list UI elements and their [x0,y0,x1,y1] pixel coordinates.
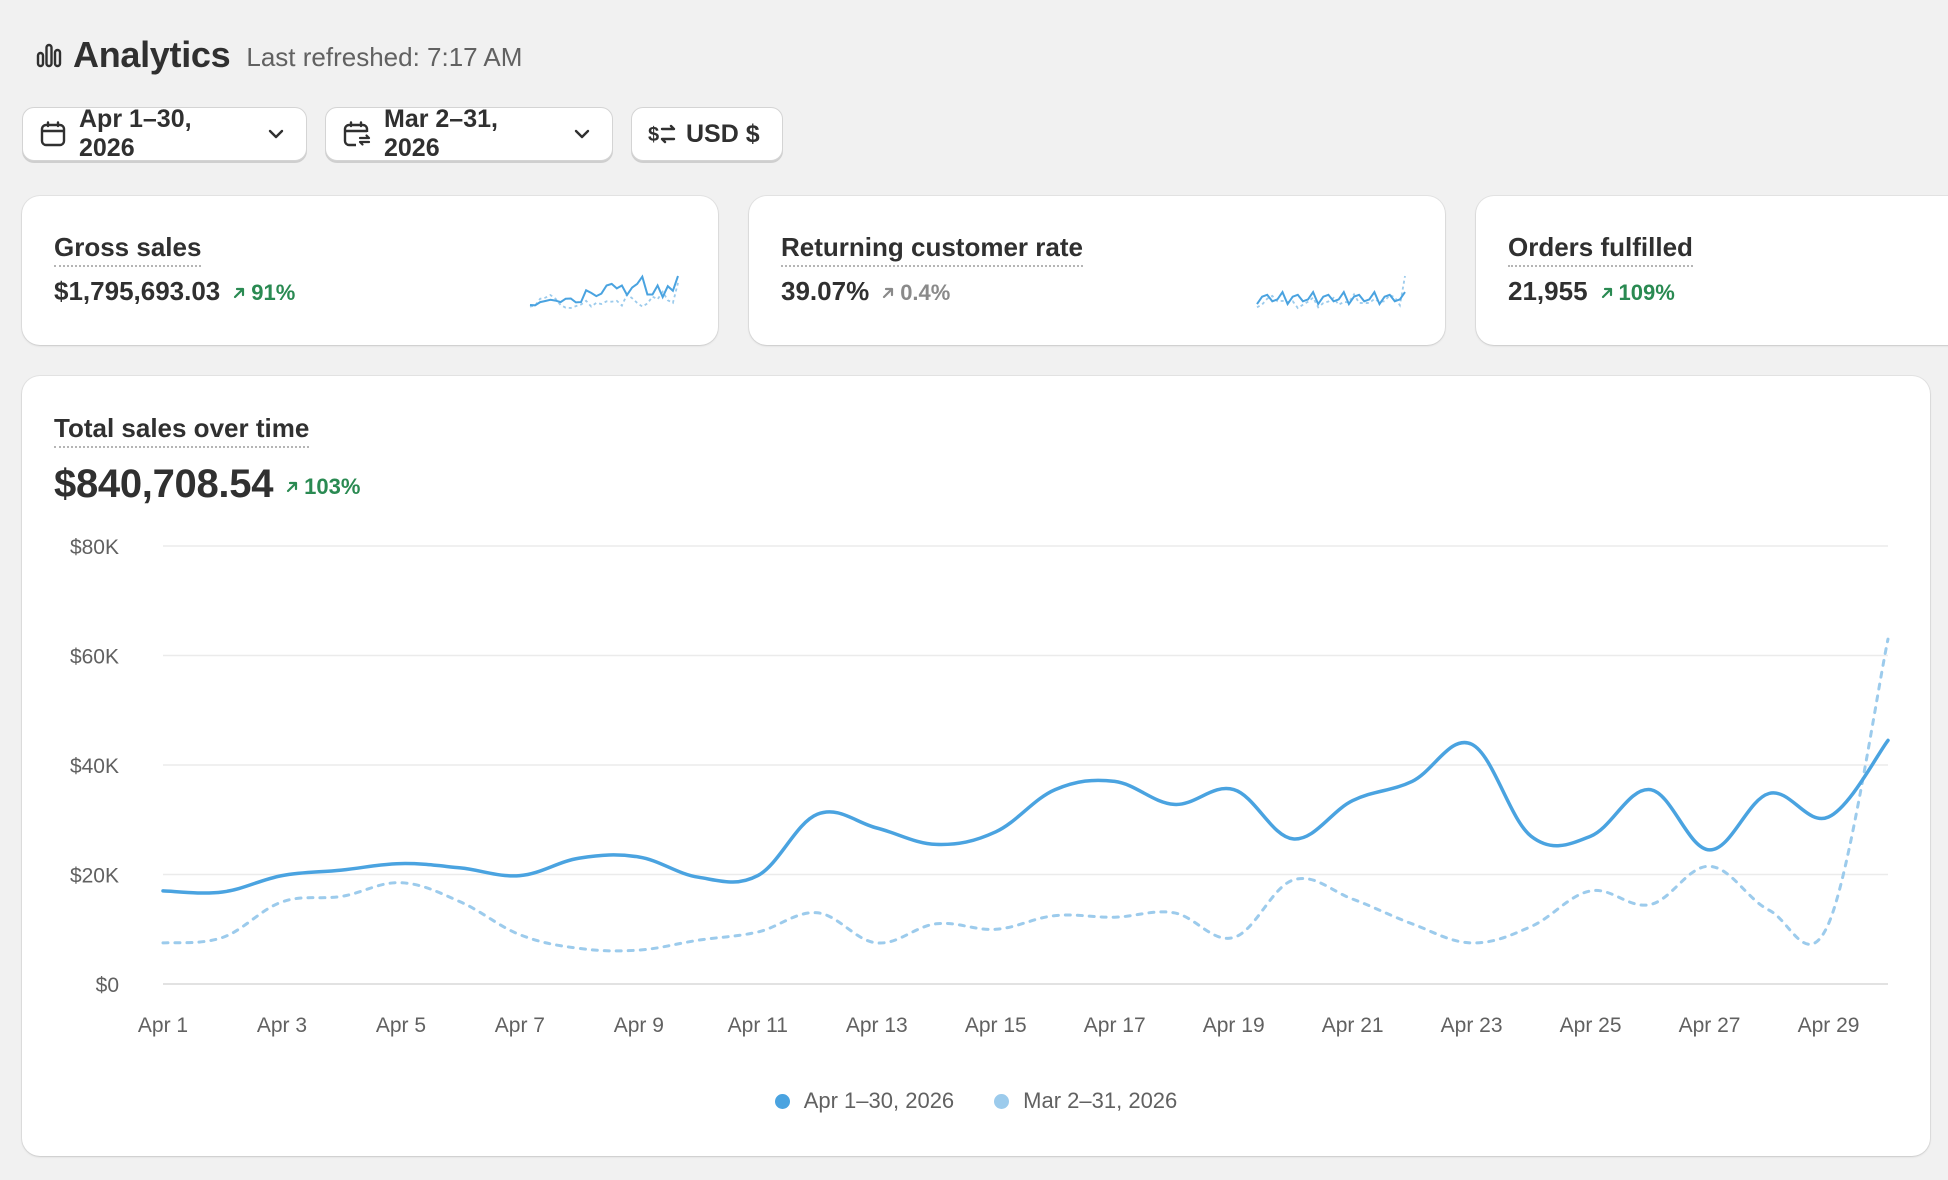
arrow-up-right-icon [883,287,894,299]
sales-line-chart[interactable]: $0 $20K $40K $60K $80K Apr 1 Apr 3 Apr 5 Apr 7 Ap… [22,376,1930,1076]
metric-card-returning-customer-rate[interactable]: Returning customer rate 39.07% 0.4% [749,196,1445,345]
x-tick-label: Apr 29 [1798,1014,1860,1037]
currency-exchange-icon: $ [648,124,676,146]
compare-range-button[interactable]: Mar 2–31, 2026 [325,105,613,162]
chart-title[interactable]: Total sales over time [54,413,310,448]
legend-label: Mar 2–31, 2026 [1023,1088,1178,1113]
series-line-current [161,738,1890,895]
filter-toolbar: Apr 1–30, 2026 Mar 2–31, 2026 $ [22,105,783,162]
total-sales-delta: 103% [285,474,360,500]
metric-title[interactable]: Gross sales [54,232,202,267]
x-tick-label: Apr 9 [614,1014,664,1037]
x-tick-label: Apr 13 [846,1014,908,1037]
arrow-up-right-icon [234,287,245,299]
x-tick-label: Apr 11 [728,1014,788,1037]
total-sales-value: $840,708.54 [54,462,274,506]
currency-label: USD $ [686,119,760,148]
y-tick-label: $20K [70,865,119,888]
legend-dot [774,1093,790,1109]
metric-title[interactable]: Returning customer rate [781,232,1083,267]
sparkline-chart [1256,275,1406,310]
x-tick-label: Apr 23 [1441,1014,1503,1037]
date-range-label: Apr 1–30, 2026 [79,105,192,162]
x-tick-label: Apr 1 [138,1014,188,1037]
x-tick-label: Apr 5 [376,1014,426,1037]
metric-delta: 109% [1600,280,1675,306]
y-tick-label: $80K [70,536,119,559]
y-tick-label: $40K [70,755,119,778]
metric-delta: 0.4% [881,280,950,306]
page-header: Analytics Last refreshed: 7:17 AM [35,34,522,76]
x-tick-label: Apr 21 [1322,1014,1384,1037]
svg-text:$: $ [648,124,659,146]
legend-item-comparison[interactable]: Mar 2–31, 2026 [994,1088,1177,1114]
arrow-up-right-icon [1601,287,1612,299]
total-sales-chart-card: Total sales over time $840,708.54 103% $… [22,376,1930,1156]
y-tick-label: $60K [70,646,119,669]
y-tick-label: $0 [96,974,119,997]
sparkline-current [529,274,679,307]
last-refreshed-text: Last refreshed: 7:17 AM [246,41,523,72]
calendar-compare-icon [343,121,371,147]
x-tick-label: Apr 3 [257,1014,307,1037]
metric-title[interactable]: Orders fulfilled [1508,232,1693,267]
x-tick-label: Apr 25 [1560,1014,1622,1037]
x-tick-label: Apr 19 [1203,1014,1265,1037]
arrow-up-right-icon [287,481,298,492]
metric-value: 21,955 [1508,276,1588,306]
chart-legend: Apr 1–30, 2026 Mar 2–31, 2026 [22,1088,1930,1114]
metric-value: 39.07% [781,276,870,306]
legend-item-current[interactable]: Apr 1–30, 2026 [774,1088,955,1114]
compare-range-label: Mar 2–31, 2026 [384,105,498,162]
x-tick-label: Apr 27 [1679,1014,1741,1037]
metric-card-orders-fulfilled[interactable]: Orders fulfilled 21,955 109% [1476,196,1948,345]
x-tick-label: Apr 15 [965,1014,1027,1037]
legend-dot [994,1093,1010,1109]
date-range-button[interactable]: Apr 1–30, 2026 [22,105,307,162]
sparkline-current [1256,290,1406,307]
metric-value: $1,795,693.03 [54,276,221,306]
legend-label: Apr 1–30, 2026 [803,1088,955,1113]
chevron-down-icon [574,129,590,139]
sparkline-comparison [529,282,679,309]
metric-card-gross-sales[interactable]: Gross sales $1,795,693.03 91% [22,196,718,345]
bar-chart-icon [36,43,62,68]
series-line-comparison [161,637,1890,953]
metric-delta: 91% [232,280,295,306]
chevron-down-icon [268,129,284,139]
page-title: Analytics [73,34,231,75]
sparkline-chart [529,274,679,309]
x-tick-label: Apr 7 [495,1014,545,1037]
x-tick-label: Apr 17 [1084,1014,1146,1037]
calendar-icon [40,121,66,147]
sparkline-comparison [1256,275,1406,310]
currency-button[interactable]: $ USD $ [631,107,783,161]
